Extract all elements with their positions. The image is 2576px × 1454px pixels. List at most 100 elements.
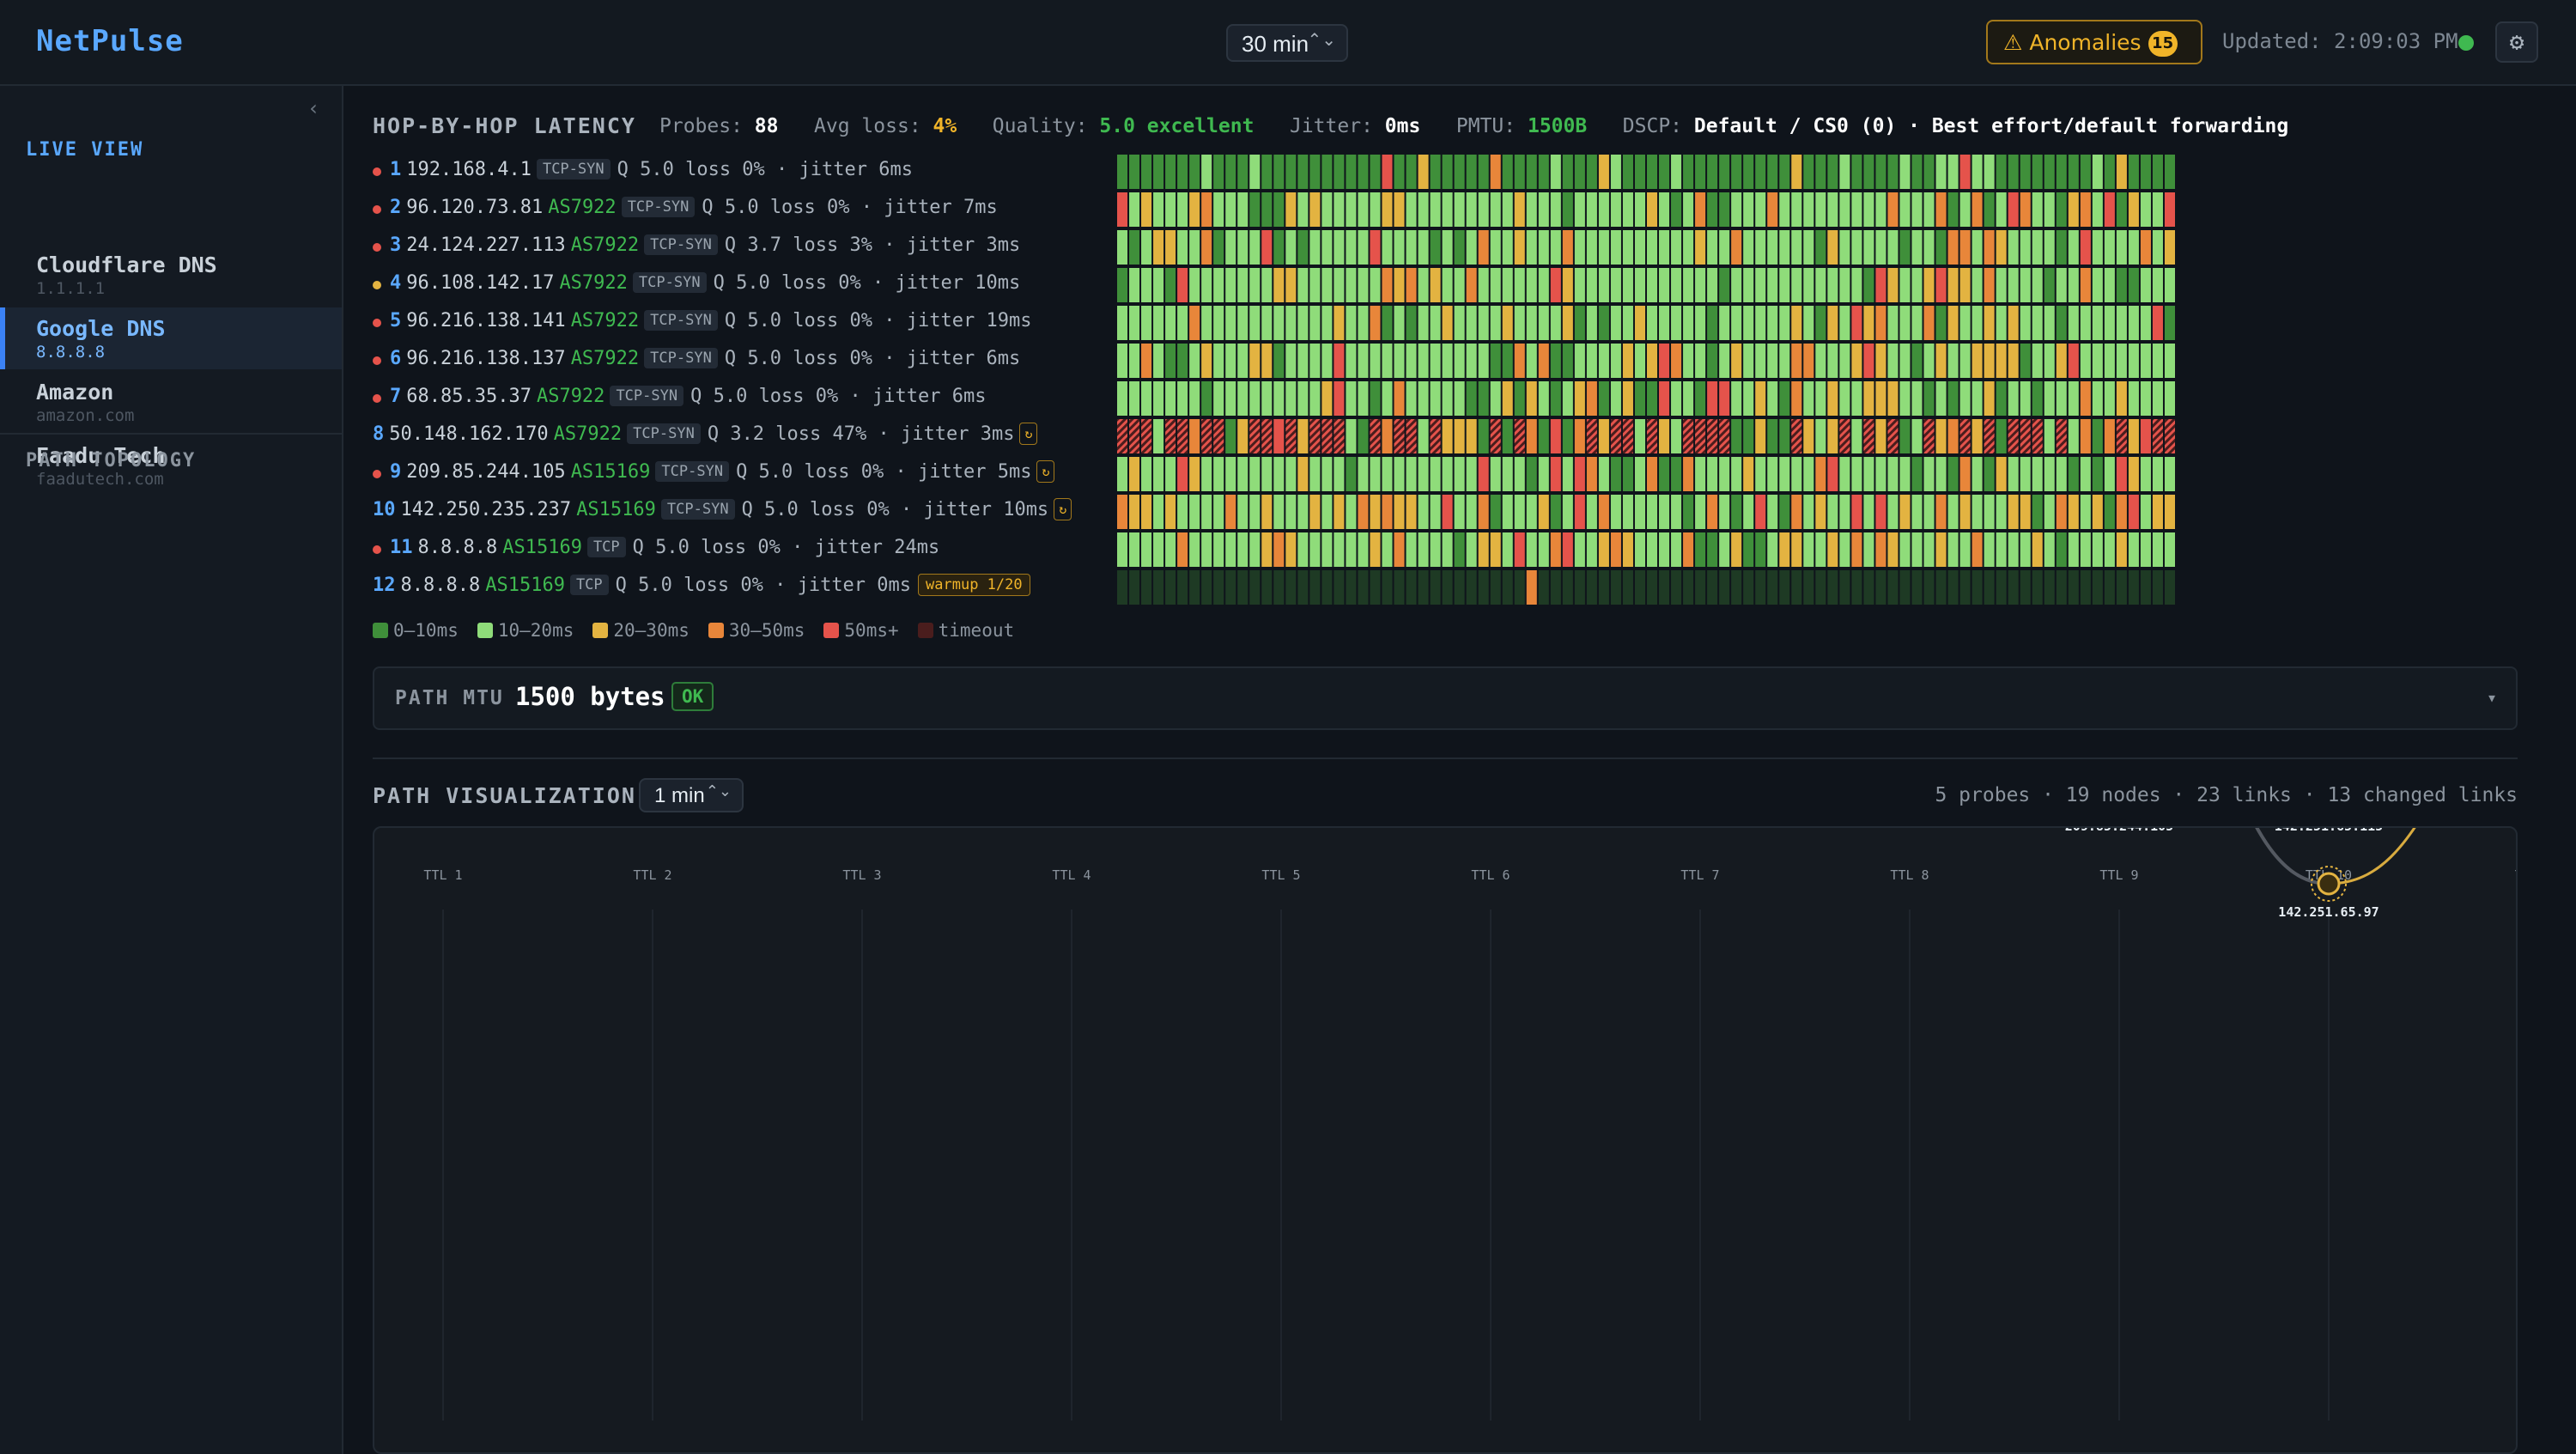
heatmap-cell: [1394, 306, 1405, 340]
heatmap-cell: [2164, 532, 2175, 567]
heatmap-cell: [1442, 268, 1453, 302]
heatmap-cell: [1887, 381, 1899, 416]
sidebar-target-item[interactable]: Google DNS 8.8.8.8: [0, 307, 342, 369]
chevron-down-icon[interactable]: ▾: [2486, 687, 2497, 708]
heatmap-cell: [1622, 570, 1633, 605]
hop-row[interactable]: 2 96.120.73.81 AS7922 TCP-SYN Q 5.0 loss 0% …: [373, 194, 1128, 232]
heatmap-cell: [1803, 532, 1814, 567]
sidebar-target-item[interactable]: Amazon amazon.com: [0, 371, 342, 433]
heatmap-cell: [1550, 306, 1561, 340]
heatmap-cell: [1779, 495, 1790, 529]
heatmap-cell: [1719, 268, 1730, 302]
heatmap-cell: [2044, 570, 2055, 605]
heatmap-cell: [1406, 306, 1417, 340]
heatmap-cell: [1418, 230, 1429, 265]
heatmap-cell: [1514, 268, 1525, 302]
ttl-label: TTL 8: [1890, 867, 1929, 883]
hop-row[interactable]: 8 50.148.162.170 AS7922 TCP-SYN Q 3.2 loss 4…: [373, 421, 1128, 459]
heatmap-cell: [1225, 306, 1236, 340]
heatmap-cell: [1189, 570, 1200, 605]
anomalies-button[interactable]: ⚠ Anomalies 15: [1986, 20, 2202, 64]
hop-row[interactable]: 11 8.8.8.8 AS15169 TCP Q 5.0 loss 0% · jitte…: [373, 534, 1128, 572]
heatmap-cell: [1803, 570, 1814, 605]
heatmap-cell: [1129, 570, 1140, 605]
heatmap-cell: [2044, 419, 2055, 453]
heatmap-cell: [1779, 268, 1790, 302]
live-status-dot: [2458, 35, 2474, 51]
heatmap-cell: [1586, 419, 1597, 453]
chevron-left-icon[interactable]: ‹: [307, 96, 320, 120]
heatmap-cell: [1935, 419, 1947, 453]
heatmap-cell: [1466, 192, 1477, 227]
latency-legend: 0–10ms 10–20ms 20–30ms 30–50ms 50ms+ timeout: [373, 620, 1033, 641]
legend-label: 10–20ms: [497, 620, 574, 641]
heatmap-cell: [1165, 230, 1176, 265]
path-interval-select[interactable]: 1 min ⌃⌄: [639, 778, 744, 812]
settings-button[interactable]: ⚙: [2495, 21, 2538, 63]
heatmap-cell: [1683, 457, 1694, 491]
heatmap-cell: [1827, 419, 1838, 453]
hop-protocol-tag: TCP-SYN: [660, 499, 735, 520]
ttl-label: TTL 2: [633, 867, 671, 883]
heatmap-cell: [1803, 495, 1814, 529]
heatmap-cell: [2044, 381, 2055, 416]
time-range-select[interactable]: 30 min ⌃⌄: [1226, 24, 1348, 62]
heatmap-cell: [1815, 268, 1826, 302]
heatmap-cell: [1803, 344, 1814, 378]
heatmap-cell: [2164, 230, 2175, 265]
heatmap-cell: [1514, 155, 1525, 189]
path-topology-heading[interactable]: PATH TOPOLOGY: [26, 450, 197, 471]
hop-row[interactable]: 5 96.216.138.141 AS7922 TCP-SYN Q 5.0 loss 0…: [373, 307, 1128, 345]
heatmap-cell: [1923, 306, 1935, 340]
heatmap-cell: [1418, 381, 1429, 416]
heatmap-cell: [2128, 268, 2139, 302]
heatmap-cell: [1430, 268, 1441, 302]
hop-asn: AS7922: [553, 423, 623, 445]
heatmap-cell: [2140, 495, 2151, 529]
hop-row[interactable]: 3 24.124.227.113 AS7922 TCP-SYN Q 3.7 loss 3…: [373, 232, 1128, 270]
heatmap-cell: [1466, 306, 1477, 340]
heatmap-cell: [1478, 570, 1489, 605]
heatmap-cell: [1249, 268, 1261, 302]
sidebar-target-item[interactable]: Cloudflare DNS 1.1.1.1: [0, 244, 342, 306]
heatmap-cell: [1478, 306, 1489, 340]
heatmap-cell: [1562, 419, 1573, 453]
heatmap-cell: [1346, 268, 1357, 302]
heatmap-cell: [1996, 419, 2007, 453]
latency-heatmap: [1117, 155, 2175, 605]
hop-row[interactable]: 1 192.168.4.1 TCP-SYN Q 5.0 loss 0% · jitte…: [373, 156, 1128, 194]
heatmap-cell: [1755, 495, 1766, 529]
heatmap-cell: [2164, 192, 2175, 227]
heatmap-cell: [1165, 457, 1176, 491]
hop-row[interactable]: 6 96.216.138.137 AS7922 TCP-SYN Q 5.0 loss 0…: [373, 345, 1128, 383]
hop-row[interactable]: 7 68.85.35.37 AS7922 TCP-SYN Q 5.0 loss 0% ·…: [373, 383, 1128, 421]
hop-row[interactable]: 10 142.250.235.237 AS15169 TCP-SYN Q 5.0 los…: [373, 496, 1128, 534]
heatmap-cell: [1574, 457, 1585, 491]
heatmap-cell: [1538, 381, 1549, 416]
heatmap-cell: [1141, 419, 1152, 453]
hop-row[interactable]: 4 96.108.142.17 AS7922 TCP-SYN Q 5.0 loss 0%…: [373, 270, 1128, 307]
hop-number: 3: [390, 234, 402, 256]
heatmap-cell: [1273, 570, 1285, 605]
heatmap-cell: [2032, 268, 2043, 302]
heatmap-cell: [1851, 419, 1862, 453]
heatmap-cell: [1249, 495, 1261, 529]
heatmap-cell: [1875, 532, 1886, 567]
path-mtu-panel[interactable]: PATH MTU 1500 bytes OK ▾: [373, 666, 2518, 730]
heatmap-cell: [2164, 306, 2175, 340]
heatmap-cell: [2020, 419, 2031, 453]
heatmap-cell: [1225, 381, 1236, 416]
heatmap-cell: [1755, 381, 1766, 416]
sidebar-target-item[interactable]: Faadu Tech faadutech.com: [0, 435, 342, 496]
hop-row[interactable]: 12 8.8.8.8 AS15169 TCP Q 5.0 loss 0% · jitte…: [373, 572, 1128, 610]
heatmap-cell: [1358, 495, 1369, 529]
heatmap-cell: [1514, 495, 1525, 529]
heatmap-cell: [1394, 230, 1405, 265]
heatmap-cell: [1321, 155, 1333, 189]
hop-row[interactable]: 9 209.85.244.105 AS15169 TCP-SYN Q 5.0 loss …: [373, 459, 1128, 496]
heatmap-cell: [1514, 230, 1525, 265]
heatmap-cell: [2152, 306, 2163, 340]
heatmap-cell: [1430, 532, 1441, 567]
hop-stats: Q 5.0 loss 0% · jitter 0ms: [615, 575, 912, 596]
heatmap-cell: [2104, 419, 2115, 453]
